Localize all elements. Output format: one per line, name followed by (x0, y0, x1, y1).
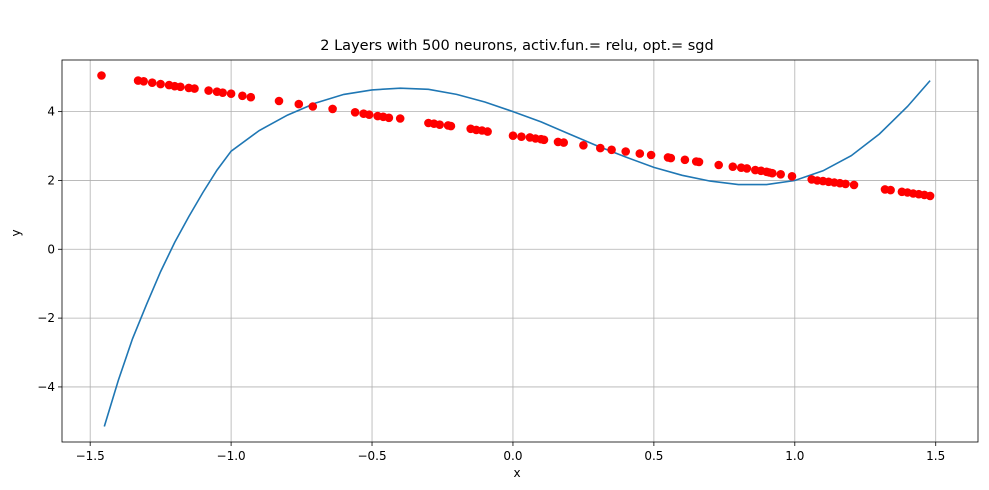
data-point (694, 157, 704, 167)
data-point (646, 150, 656, 160)
y-tick-label: 2 (47, 173, 55, 187)
x-tick-label: −0.5 (357, 449, 386, 463)
data-point (621, 147, 630, 156)
data-point (218, 88, 227, 97)
data-point (246, 92, 256, 102)
data-point (635, 149, 645, 158)
data-point (176, 82, 185, 92)
data-point (238, 91, 247, 101)
data-point (294, 99, 304, 109)
data-point (680, 155, 690, 165)
data-point (607, 145, 616, 155)
x-tick-label: 0.0 (503, 449, 522, 463)
data-point (384, 113, 394, 123)
chart-title: 2 Layers with 500 neurons, activ.fun.= r… (320, 38, 713, 54)
data-point (596, 143, 605, 153)
data-point (787, 172, 797, 181)
data-point (435, 120, 445, 129)
x-tick-label: 0.5 (644, 449, 663, 463)
model-prediction-line (103, 80, 931, 427)
data-point (139, 77, 148, 86)
y-tick-label: 0 (47, 242, 55, 256)
data-point (666, 153, 676, 163)
data-point (886, 185, 895, 195)
data-point (742, 164, 752, 173)
data-point (364, 110, 374, 119)
data-point (579, 141, 588, 150)
data-point (226, 89, 236, 98)
x-tick-label: 1.0 (785, 449, 804, 463)
data-point (483, 127, 492, 136)
data-point (849, 180, 859, 190)
y-axis-ticks: −4 −2 0 2 4 (37, 105, 62, 394)
x-axis-label: x (513, 466, 520, 480)
scatter-series-layer (97, 71, 935, 201)
data-point (156, 79, 165, 89)
data-point (328, 104, 337, 114)
plot-area-frame (61, 59, 979, 443)
data-point (350, 108, 360, 117)
data-point (190, 84, 199, 93)
data-point (925, 191, 935, 201)
y-tick-label: −2 (37, 311, 55, 325)
x-tick-label: −1.0 (217, 449, 246, 463)
data-point (841, 179, 850, 189)
data-point (517, 132, 526, 141)
x-axis-ticks: −1.5 −1.0 −0.5 0.0 0.5 1.0 1.5 (76, 442, 945, 463)
x-tick-label: 1.5 (926, 449, 945, 463)
data-point (308, 102, 318, 111)
y-axis-label: y (9, 229, 23, 236)
data-point (714, 160, 723, 170)
data-point (508, 131, 518, 140)
data-point (274, 96, 284, 106)
data-point (728, 162, 738, 171)
data-point (539, 135, 549, 145)
data-point (776, 170, 785, 179)
y-tick-label: 4 (47, 105, 55, 119)
line-series-layer (103, 80, 931, 427)
data-point (559, 138, 568, 147)
data-point (147, 78, 157, 87)
data-point (395, 114, 405, 123)
y-tick-label: −4 (37, 380, 55, 394)
data-point (446, 121, 456, 131)
data-point (204, 86, 213, 95)
data-point (768, 168, 777, 178)
data-point (97, 71, 106, 80)
x-tick-label: −1.5 (76, 449, 105, 463)
grid (62, 60, 978, 442)
